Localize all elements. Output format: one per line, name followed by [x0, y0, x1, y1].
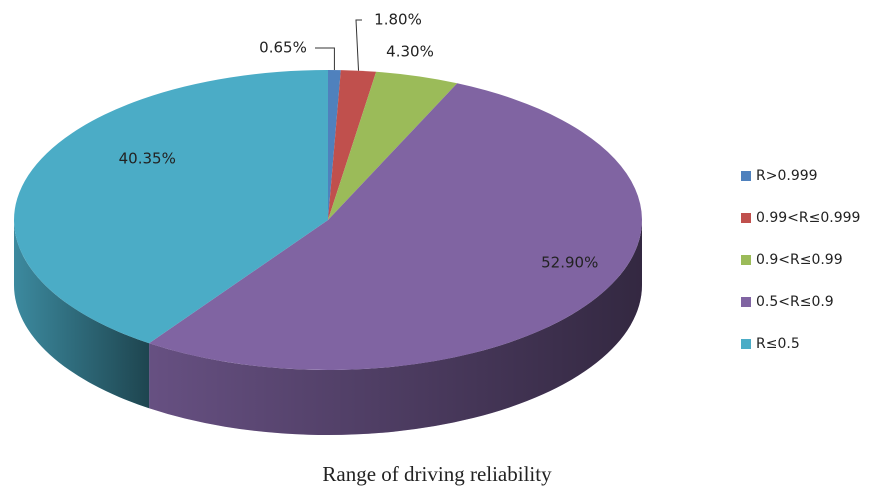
chart-title: Range of driving reliability — [322, 462, 552, 486]
legend-swatch — [741, 171, 751, 181]
legend-label: 0.5<R≤0.9 — [756, 294, 834, 310]
legend-swatch — [741, 255, 751, 265]
slice — [328, 70, 377, 220]
data-label: 52.90% — [541, 253, 598, 271]
slice — [149, 83, 643, 371]
data-label: 4.30% — [386, 43, 434, 61]
legend-swatch — [741, 297, 751, 307]
legend-label: 0.99<R≤0.999 — [756, 210, 860, 226]
slice — [328, 70, 341, 220]
data-label: 40.35% — [119, 150, 176, 168]
leader-line — [315, 47, 335, 71]
slice — [14, 70, 328, 344]
legend-label: R≤0.5 — [756, 336, 800, 352]
leader-line — [355, 19, 362, 71]
data-label: 1.80% — [374, 11, 422, 29]
legend-swatch — [741, 339, 751, 349]
legend-swatch — [741, 213, 751, 223]
data-label: 0.65% — [259, 39, 307, 57]
slice — [328, 71, 458, 220]
slice-side-shade — [14, 220, 150, 409]
legend-label: 0.9<R≤0.99 — [756, 252, 843, 268]
legend-label: R>0.999 — [756, 168, 818, 184]
slice-side-shade — [149, 220, 643, 435]
